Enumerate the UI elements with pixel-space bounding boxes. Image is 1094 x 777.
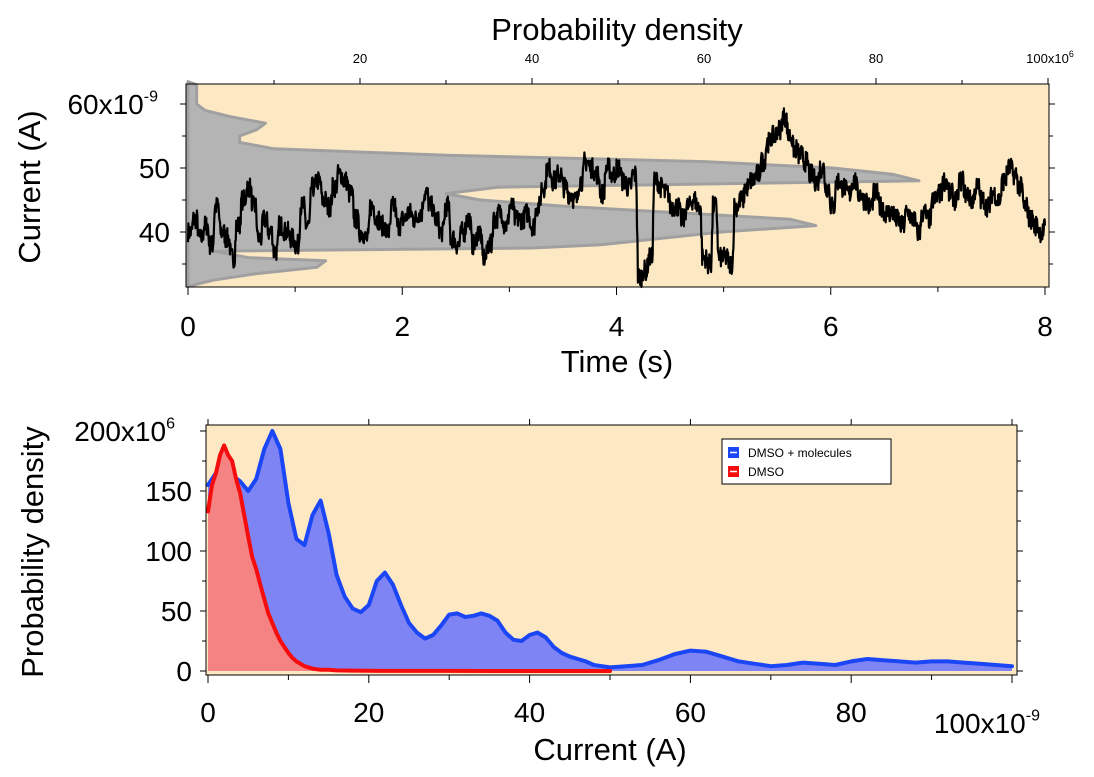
top-panel-top-axis-title: Probability density bbox=[491, 12, 743, 47]
series-area-dmso-molecules bbox=[208, 431, 1012, 671]
bottom-x-exponent-label: 100x10-9 bbox=[934, 707, 1040, 739]
top-axis-tick-label-exponent: 6 bbox=[1069, 49, 1074, 59]
top-y-tick-label: 50 bbox=[139, 153, 170, 184]
bottom-x-tick-label: 60 bbox=[675, 697, 706, 728]
bottom-x-tick-label: 80 bbox=[836, 697, 867, 728]
bottom-x-exponent-label-exponent: -9 bbox=[1026, 707, 1040, 724]
top-axis-tick-label: 80 bbox=[869, 51, 883, 66]
top-panel-x-axis-title: Time (s) bbox=[561, 344, 674, 379]
top-y-tick-label: 40 bbox=[139, 217, 170, 248]
series-line-dmso bbox=[206, 443, 612, 673]
top-axis-tick-label: 40 bbox=[525, 51, 539, 66]
bottom-plot-frame bbox=[205, 424, 1018, 676]
top-y-tick-label: 60x10-9 bbox=[67, 88, 158, 120]
series-line-dmso-molecules bbox=[206, 429, 1014, 670]
top-y-tick-label-exponent: -9 bbox=[144, 88, 158, 105]
bottom-x-tick-label: 0 bbox=[200, 697, 216, 728]
top-axes: 0 2 4 6 8 40 50 60x10-9 20 40 60 80 100x106 bbox=[67, 49, 1073, 342]
bottom-y-tick-label: 100 bbox=[145, 536, 192, 567]
top-x-tick-label: 2 bbox=[394, 311, 410, 342]
top-axis-tick-label: 100x106 bbox=[1026, 49, 1074, 66]
top-x-tick-label: 8 bbox=[1037, 311, 1053, 342]
legend-label-dmso-molecules: DMSO + molecules bbox=[748, 446, 852, 460]
top-x-tick-label: 4 bbox=[609, 311, 625, 342]
bottom-panel-y-axis-title: Probability density bbox=[15, 426, 50, 678]
bottom-x-tick-label: 20 bbox=[353, 697, 384, 728]
bottom-series-layer bbox=[206, 429, 1014, 673]
top-x-tick-label: 6 bbox=[823, 311, 839, 342]
top-trace-layer bbox=[186, 107, 1047, 289]
top-x-tick-label: 0 bbox=[180, 311, 196, 342]
top-axis-tick-label: 20 bbox=[353, 51, 367, 66]
bottom-panel: 0 20 40 60 80 100x10-9 0 50 100 150 200x106 Curren… bbox=[15, 415, 1040, 767]
bottom-y-tick-label: 150 bbox=[145, 476, 192, 507]
bottom-axes: 0 20 40 60 80 100x10-9 0 50 100 150 200x106 bbox=[74, 415, 1040, 739]
bottom-y-tick-label-exponent: 6 bbox=[166, 415, 175, 432]
bottom-panel-x-axis-title: Current (A) bbox=[533, 732, 686, 767]
top-panel: 0 2 4 6 8 40 50 60x10-9 20 40 60 80 100x106 Probabil… bbox=[12, 12, 1074, 379]
series-area-dmso bbox=[208, 445, 610, 671]
bottom-x-tick-label: 40 bbox=[514, 697, 545, 728]
bottom-y-tick-label: 0 bbox=[176, 656, 192, 687]
legend-box bbox=[721, 438, 892, 485]
current-trace-line bbox=[186, 107, 1047, 289]
legend-label-dmso: DMSO bbox=[748, 465, 784, 479]
legend: DMSO + molecules DMSO bbox=[721, 438, 892, 485]
top-axis-tick-label: 60 bbox=[697, 51, 711, 66]
bottom-y-tick-label: 200x106 bbox=[74, 415, 175, 447]
bottom-y-tick-label: 50 bbox=[161, 596, 192, 627]
top-panel-y-axis-title: Current (A) bbox=[12, 110, 47, 263]
